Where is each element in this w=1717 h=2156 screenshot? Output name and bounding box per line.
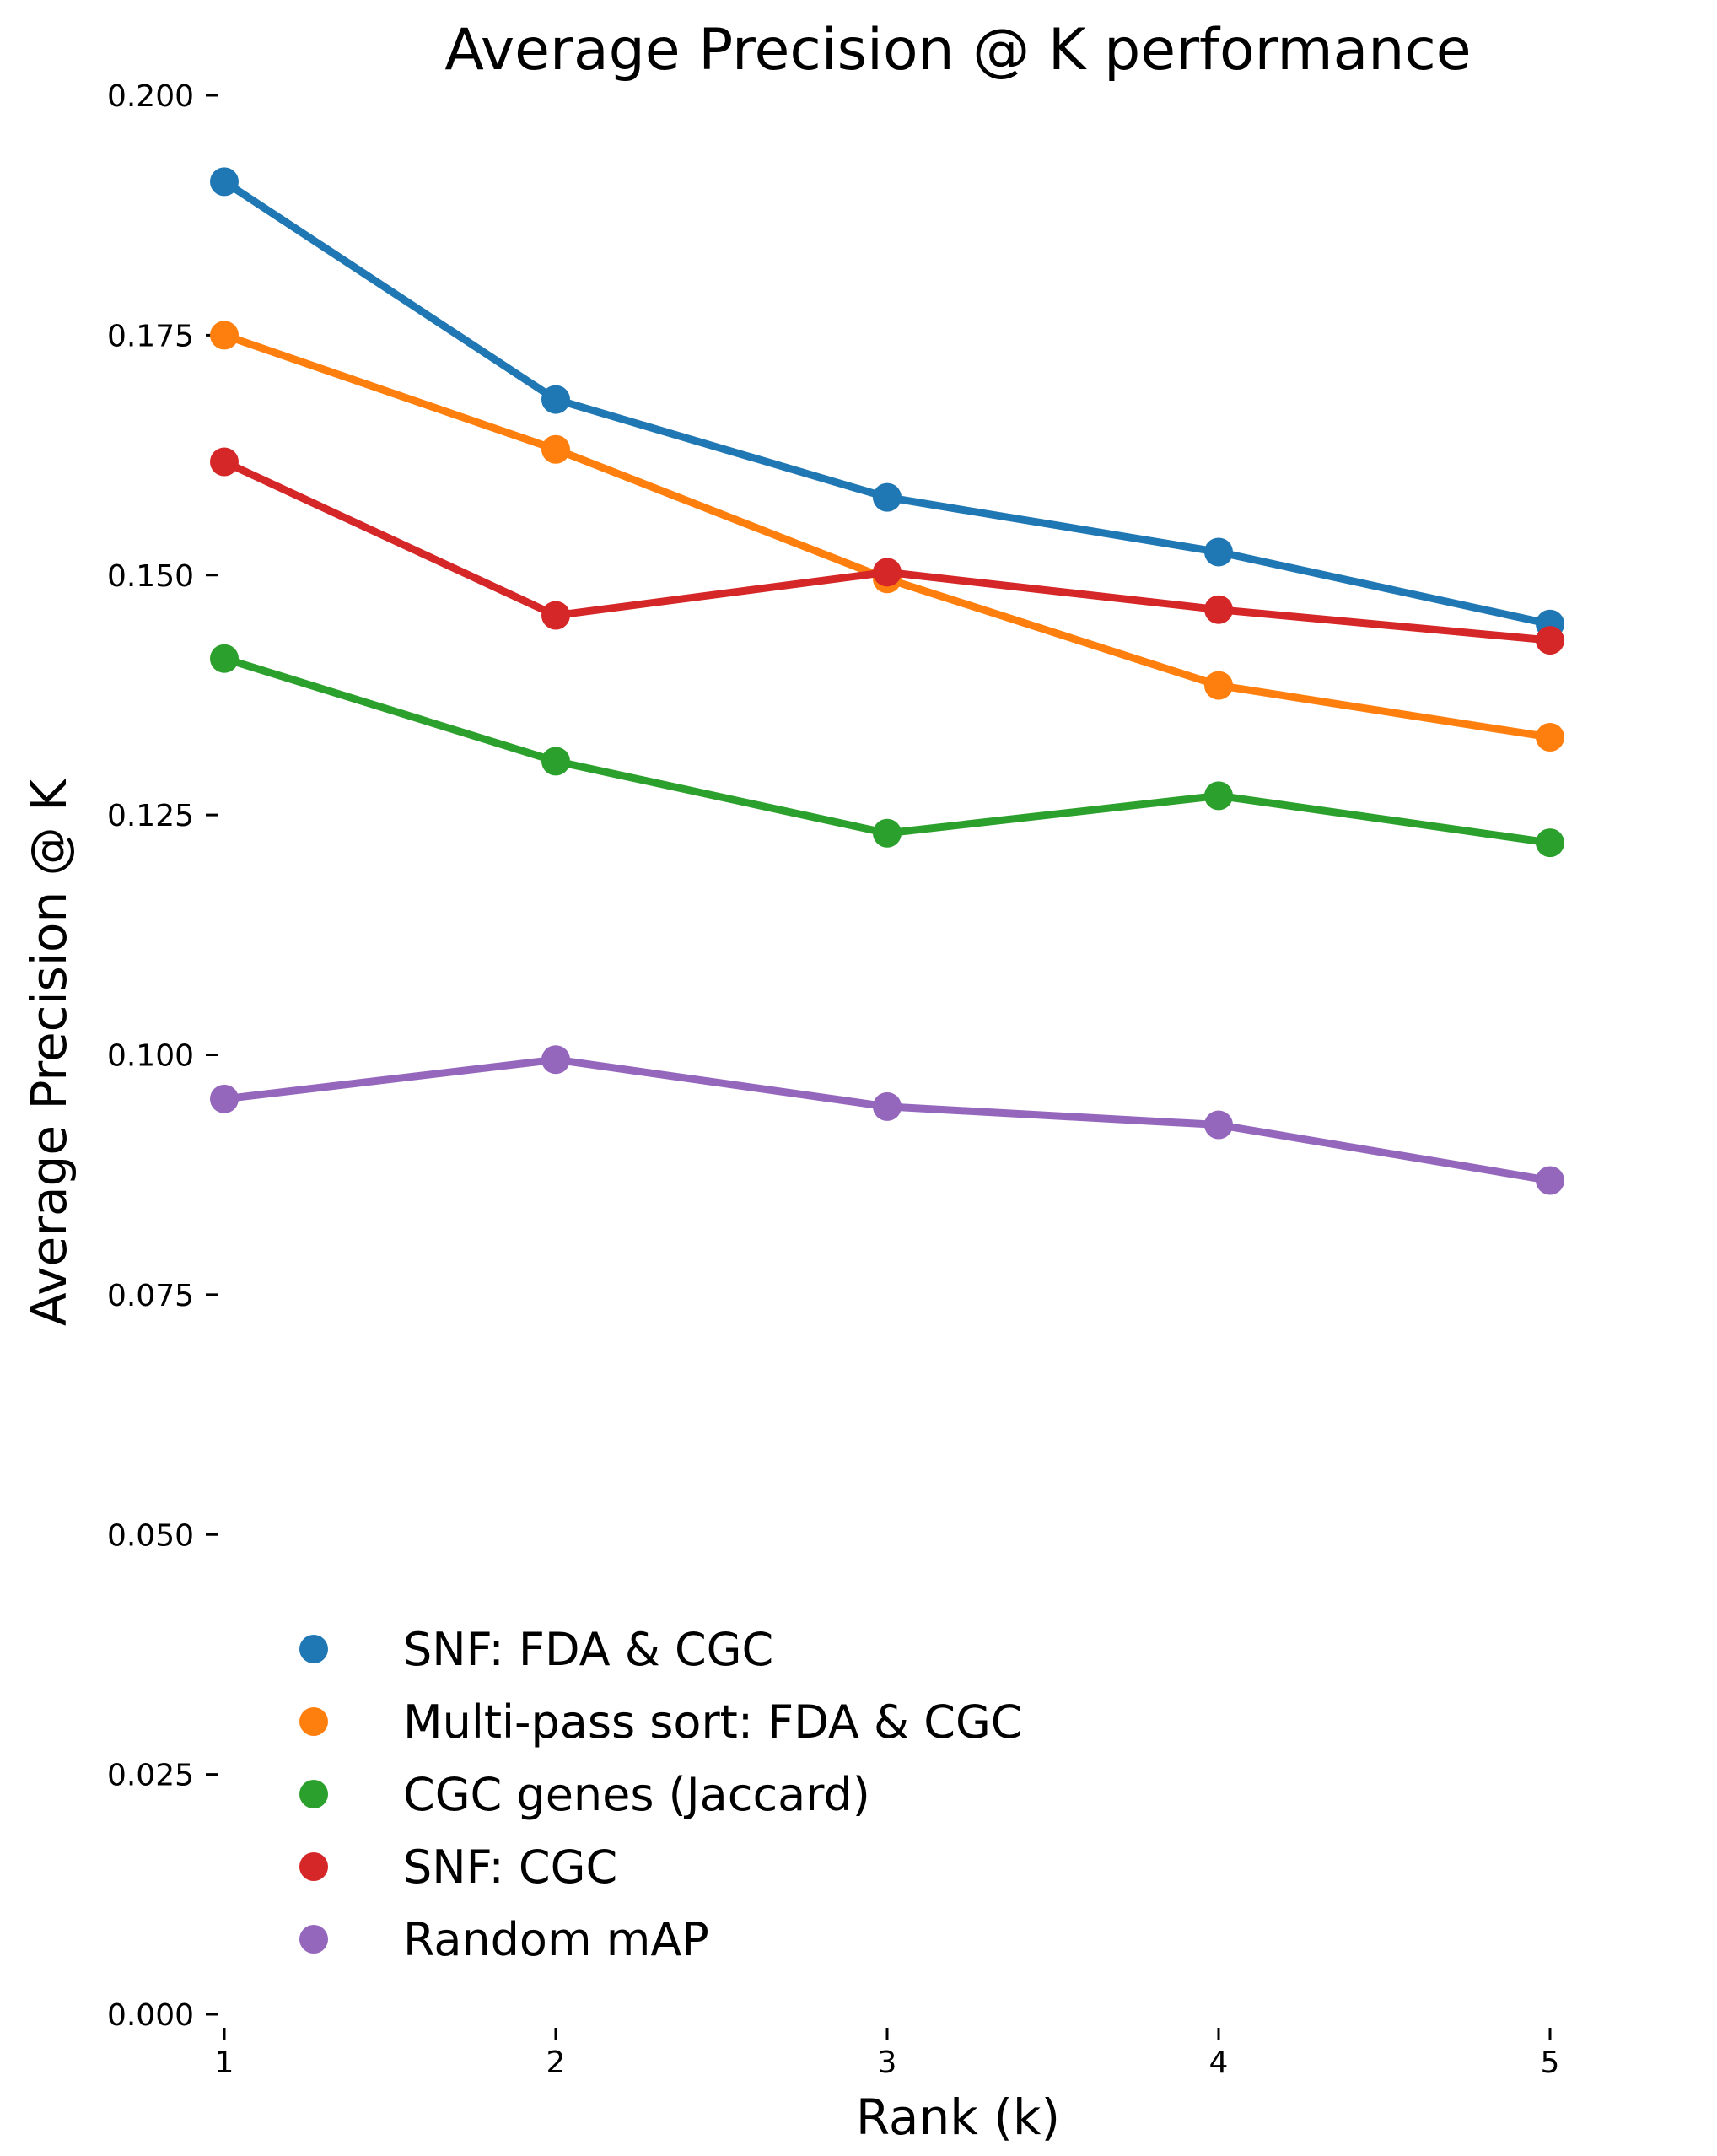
- data-point: [541, 385, 570, 414]
- legend-item: Multi-pass sort: FDA & CGC: [299, 1695, 1023, 1749]
- legend-marker: [299, 1925, 328, 1954]
- y-tick-label: 0.200: [107, 79, 194, 114]
- data-point: [541, 1045, 570, 1075]
- data-point: [210, 167, 239, 197]
- series-line: [223, 331, 1551, 741]
- data-point: [210, 321, 239, 350]
- series-4: [210, 447, 1564, 655]
- data-point: [1204, 595, 1233, 624]
- data-point: [541, 434, 570, 464]
- legend: SNF: FDA & CGC Multi-pass sort: FDA & CGC…: [299, 1623, 1023, 1966]
- data-point: [873, 482, 902, 512]
- y-tick-label: 0.000: [107, 1998, 194, 2033]
- series-layer: [210, 167, 1564, 1195]
- data-point: [210, 644, 239, 673]
- y-tick-label: 0.075: [107, 1279, 194, 1313]
- data-point: [210, 1084, 239, 1113]
- legend-marker: [299, 1852, 328, 1881]
- x-tick-label: 5: [1541, 2046, 1560, 2080]
- series-line: [223, 655, 1551, 847]
- legend-label: CGC genes (Jaccard): [403, 1768, 870, 1821]
- data-point: [210, 447, 239, 477]
- legend-item: Random mAP: [299, 1913, 709, 1966]
- data-point: [1204, 1110, 1233, 1140]
- legend-marker: [299, 1635, 328, 1663]
- legend-label: Random mAP: [403, 1913, 709, 1966]
- data-point: [1204, 781, 1233, 811]
- series-2: [210, 321, 1564, 752]
- chart-title: Average Precision @ K performance: [444, 17, 1471, 84]
- y-tick-label: 0.150: [107, 559, 194, 594]
- legend-label: Multi-pass sort: FDA & CGC: [403, 1695, 1023, 1749]
- y-tick-label: 0.100: [107, 1039, 194, 1074]
- y-tick-label: 0.125: [107, 799, 194, 833]
- data-point: [1204, 671, 1233, 700]
- legend-marker: [299, 1780, 328, 1808]
- y-axis: 0.000 0.025 0.050 0.075 0.100 0.125 0.150 0.175…: [107, 79, 218, 2033]
- data-point: [1204, 537, 1233, 567]
- data-point: [541, 747, 570, 776]
- data-point: [1536, 1166, 1564, 1195]
- legend-item: SNF: CGC: [299, 1841, 617, 1894]
- legend-marker: [299, 1707, 328, 1736]
- x-tick-label: 2: [546, 2046, 566, 2080]
- series-3: [210, 644, 1564, 858]
- x-axis-label: Rank (k): [856, 2089, 1060, 2146]
- series-5: [210, 1045, 1564, 1195]
- legend-item: SNF: FDA & CGC: [299, 1623, 773, 1676]
- legend-item: CGC genes (Jaccard): [299, 1768, 870, 1821]
- legend-label: SNF: FDA & CGC: [403, 1623, 773, 1676]
- data-point: [873, 818, 902, 848]
- y-tick-label: 0.050: [107, 1518, 194, 1553]
- x-tick-label: 4: [1209, 2046, 1229, 2080]
- data-point: [873, 1091, 902, 1121]
- legend-label: SNF: CGC: [403, 1841, 617, 1894]
- data-point: [873, 558, 902, 587]
- data-point: [1536, 828, 1564, 858]
- data-point: [541, 601, 570, 630]
- y-tick-label: 0.175: [107, 319, 194, 353]
- x-tick-label: 3: [878, 2046, 897, 2080]
- y-axis-label: Average Precision @ K: [20, 778, 78, 1326]
- data-point: [1536, 722, 1564, 752]
- data-point: [1536, 626, 1564, 655]
- x-tick-label: 1: [215, 2046, 234, 2080]
- y-tick-label: 0.025: [107, 1759, 194, 1793]
- x-axis: 1 2 3 4 5: [215, 2028, 1560, 2080]
